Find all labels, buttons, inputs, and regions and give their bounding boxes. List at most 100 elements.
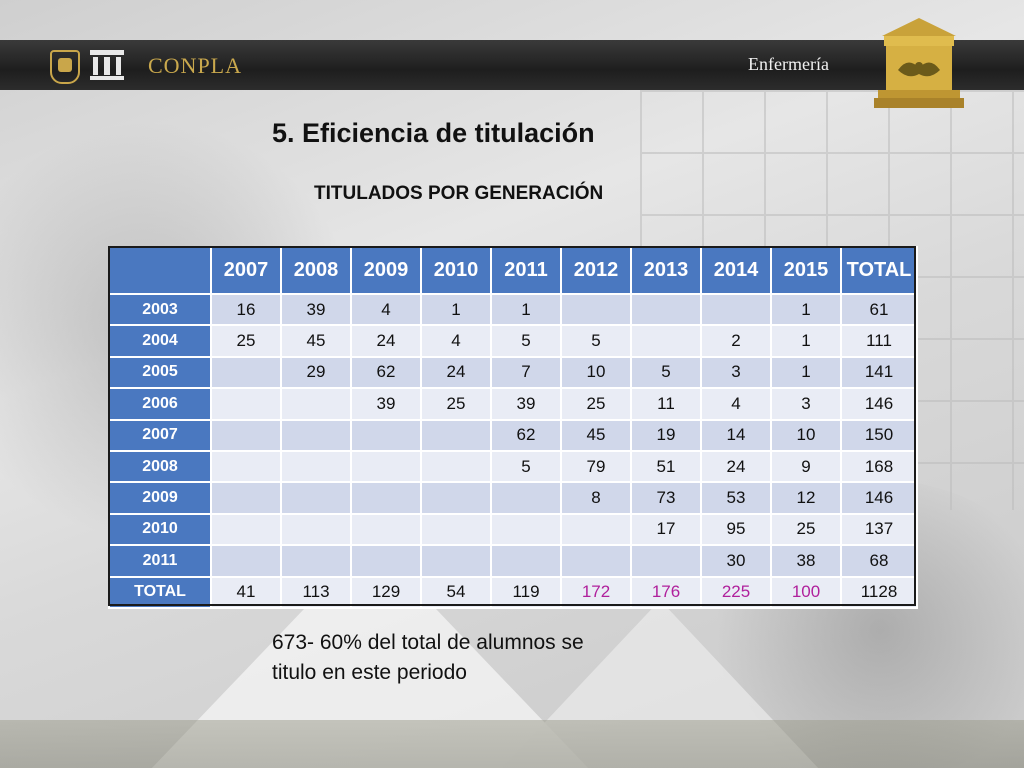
table-cell: 10 bbox=[770, 418, 842, 452]
table-row: 2011 30 38 68 bbox=[108, 544, 918, 578]
table-row: 2008 5 79 51 24 9 168 bbox=[108, 449, 918, 484]
table-cell bbox=[210, 544, 282, 578]
nursing-temple-emblem bbox=[874, 18, 964, 108]
table-cell: 16 bbox=[210, 292, 282, 327]
table-cell: 129 bbox=[350, 575, 422, 609]
column-header: 2014 bbox=[700, 246, 772, 295]
table-row: 2010 17 95 25 137 bbox=[108, 512, 918, 547]
table-cell: 25 bbox=[420, 387, 492, 421]
table-row: 2006 39 25 39 25 11 4 3 146 bbox=[108, 387, 918, 421]
table-cell: 14 bbox=[700, 418, 772, 452]
table-cell: 1 bbox=[770, 324, 842, 358]
table-cell: 4 bbox=[420, 324, 492, 358]
table-cell: 39 bbox=[350, 387, 422, 421]
table-cell: 150 bbox=[840, 418, 918, 452]
table-cell bbox=[210, 512, 282, 547]
table-cell: 30 bbox=[700, 544, 772, 578]
table-cell bbox=[420, 418, 492, 452]
table-cell bbox=[350, 449, 422, 484]
table-cell: 53 bbox=[700, 481, 772, 515]
table-cell bbox=[350, 512, 422, 547]
table-cell: 1 bbox=[420, 292, 492, 327]
table-cell: 141 bbox=[840, 355, 918, 390]
column-header: 2010 bbox=[420, 246, 492, 295]
table-cell: 5 bbox=[490, 449, 562, 484]
row-header: TOTAL bbox=[108, 575, 212, 609]
table-cell: 38 bbox=[770, 544, 842, 578]
table-cell: 4 bbox=[700, 387, 772, 421]
table-row: 2005 29 62 24 7 10 5 3 1 141 bbox=[108, 355, 918, 390]
corner-cell bbox=[108, 246, 212, 295]
table-row: 2004 25 45 24 4 5 5 2 1 111 bbox=[108, 324, 918, 358]
table-cell bbox=[280, 449, 352, 484]
table-cell bbox=[280, 544, 352, 578]
table-cell: 73 bbox=[630, 481, 702, 515]
table-cell: 17 bbox=[630, 512, 702, 547]
total-row: TOTAL 41 113 129 54 119 172 176 225 100 1128 bbox=[108, 575, 918, 609]
table-cell: 45 bbox=[280, 324, 352, 358]
table-cell: 176 bbox=[630, 575, 702, 609]
department-label: Enfermería bbox=[748, 54, 829, 74]
table-cell bbox=[210, 449, 282, 484]
table-cell: 25 bbox=[560, 387, 632, 421]
table-cell: 8 bbox=[560, 481, 632, 515]
table-cell: 119 bbox=[490, 575, 562, 609]
table-cell bbox=[420, 544, 492, 578]
table-cell bbox=[490, 544, 562, 578]
table-cell: 5 bbox=[630, 355, 702, 390]
table-cell: 25 bbox=[770, 512, 842, 547]
table-cell bbox=[420, 512, 492, 547]
table-subtitle: TITULADOS POR GENERACIÓN bbox=[314, 183, 604, 204]
table-cell bbox=[210, 355, 282, 390]
table-cell bbox=[210, 481, 282, 515]
faculty-building-logo bbox=[90, 50, 124, 80]
column-header: 2008 bbox=[280, 246, 352, 295]
header-band: CONPLA Enfermería bbox=[0, 40, 1024, 90]
table-cell: 5 bbox=[560, 324, 632, 358]
table-cell: 11 bbox=[630, 387, 702, 421]
table-cell: 39 bbox=[490, 387, 562, 421]
table-cell bbox=[350, 418, 422, 452]
row-header: 2005 bbox=[108, 355, 212, 390]
table-cell: 61 bbox=[840, 292, 918, 327]
column-header: 2009 bbox=[350, 246, 422, 295]
column-header: 2012 bbox=[560, 246, 632, 295]
table-cell: 1 bbox=[490, 292, 562, 327]
table-cell: 168 bbox=[840, 449, 918, 484]
table-cell bbox=[630, 324, 702, 358]
column-header: 2011 bbox=[490, 246, 562, 295]
table-cell bbox=[560, 544, 632, 578]
table-cell: 10 bbox=[560, 355, 632, 390]
table-cell: 54 bbox=[420, 575, 492, 609]
table-cell: 24 bbox=[700, 449, 772, 484]
table-cell bbox=[280, 387, 352, 421]
table-cell: 2 bbox=[700, 324, 772, 358]
table-cell: 41 bbox=[210, 575, 282, 609]
unam-crest-logo bbox=[50, 50, 80, 84]
table-cell: 3 bbox=[700, 355, 772, 390]
table-cell: 1 bbox=[770, 292, 842, 327]
table-cell: 225 bbox=[700, 575, 772, 609]
conpla-brand: CONPLA bbox=[148, 53, 243, 78]
table-cell bbox=[280, 512, 352, 547]
table-cell: 51 bbox=[630, 449, 702, 484]
table-cell bbox=[280, 418, 352, 452]
table-cell bbox=[700, 292, 772, 327]
table-cell: 113 bbox=[280, 575, 352, 609]
table-cell: 9 bbox=[770, 449, 842, 484]
table-header-row: 2007 2008 2009 2010 2011 2012 2013 2014 … bbox=[108, 246, 918, 295]
row-header: 2004 bbox=[108, 324, 212, 358]
table-cell bbox=[350, 481, 422, 515]
row-header: 2008 bbox=[108, 449, 212, 484]
row-header: 2006 bbox=[108, 387, 212, 421]
graduates-table: 2007 2008 2009 2010 2011 2012 2013 2014 … bbox=[108, 246, 918, 609]
table-cell bbox=[560, 292, 632, 327]
column-header: 2013 bbox=[630, 246, 702, 295]
summary-note: 673- 60% del total de alumnos se titulo … bbox=[272, 631, 584, 684]
table-row: 2007 62 45 19 14 10 150 bbox=[108, 418, 918, 452]
table-cell: 68 bbox=[840, 544, 918, 578]
table-cell bbox=[420, 481, 492, 515]
column-header: 2007 bbox=[210, 246, 282, 295]
table-cell: 3 bbox=[770, 387, 842, 421]
table-cell: 24 bbox=[420, 355, 492, 390]
